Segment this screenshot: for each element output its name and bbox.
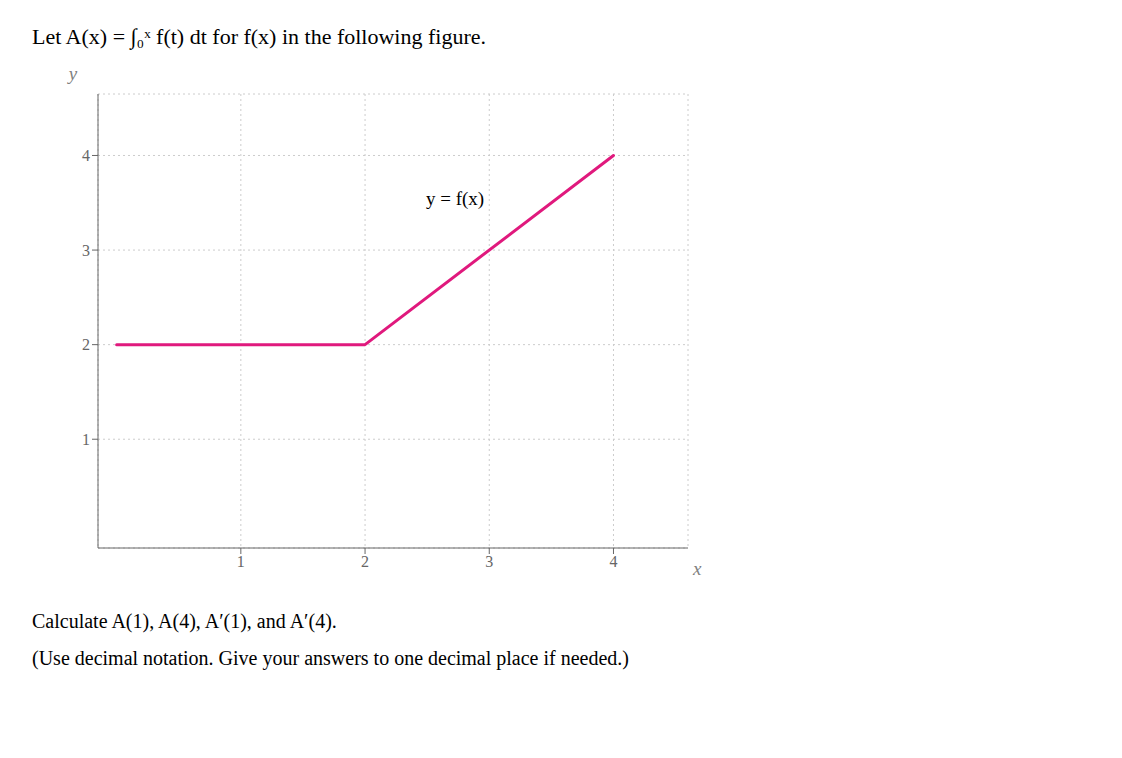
svg-text:2: 2	[82, 336, 90, 353]
svg-text:4: 4	[609, 553, 617, 570]
svg-text:x: x	[692, 558, 702, 579]
svg-text:1: 1	[237, 553, 245, 570]
html-text:(Use decimal notation. Give yo: (Use decimal notation. Give your answers…	[32, 647, 629, 669]
html-text:Calculate A(1), A(4), A′(1), a: Calculate A(1), A(4), A′(1), and A′(4).	[32, 610, 337, 632]
svg-text:y = f(x): y = f(x)	[426, 188, 484, 210]
svg-text:4: 4	[82, 147, 90, 164]
svg-text:y: y	[67, 63, 78, 84]
svg-text:3: 3	[485, 553, 493, 570]
svg-text:1: 1	[82, 431, 90, 448]
html-text:Let A(x) = ∫₀ˣ f(t) dt for f(x: Let A(x) = ∫₀ˣ f(t) dt for f(x) in the f…	[32, 24, 486, 49]
svg-text:2: 2	[361, 553, 369, 570]
svg-text:3: 3	[82, 242, 90, 259]
